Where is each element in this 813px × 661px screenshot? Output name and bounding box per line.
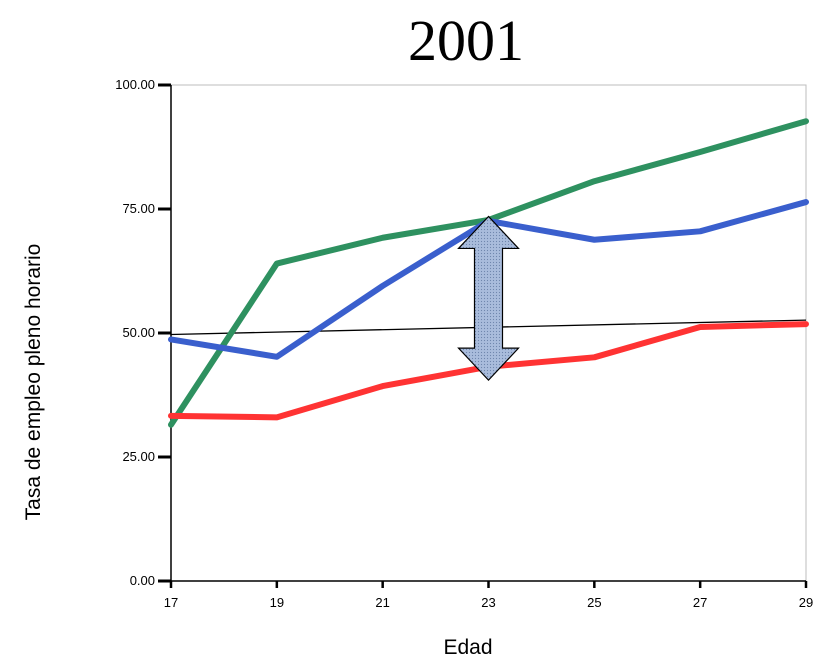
x-tick-label: 29 (799, 595, 813, 610)
y-tick-label: 75.00 (122, 201, 155, 216)
x-tick-label: 19 (270, 595, 284, 610)
x-tick-label: 23 (481, 595, 495, 610)
x-tick-label: 25 (587, 595, 601, 610)
y-axis-label: Tasa de empleo pleno horario (22, 244, 45, 521)
annotation-layer (457, 215, 520, 381)
x-axis-label: Edad (443, 636, 492, 659)
y-tick-label: 50.00 (122, 325, 155, 340)
y-tick-label: 100.00 (115, 77, 155, 92)
axes (158, 83, 808, 588)
tick-labels: 0.00 25.00 50.00 75.00 100.00 17 19 21 23 25 27 29 (115, 77, 813, 610)
y-tick-label: 0.00 (130, 573, 155, 588)
x-tick-label: 17 (164, 595, 178, 610)
chart-title: 2001 (408, 8, 524, 73)
x-tick-label: 27 (693, 595, 707, 610)
double-arrow (457, 215, 520, 381)
x-tick-label: 21 (375, 595, 389, 610)
y-tick-label: 25.00 (122, 449, 155, 464)
